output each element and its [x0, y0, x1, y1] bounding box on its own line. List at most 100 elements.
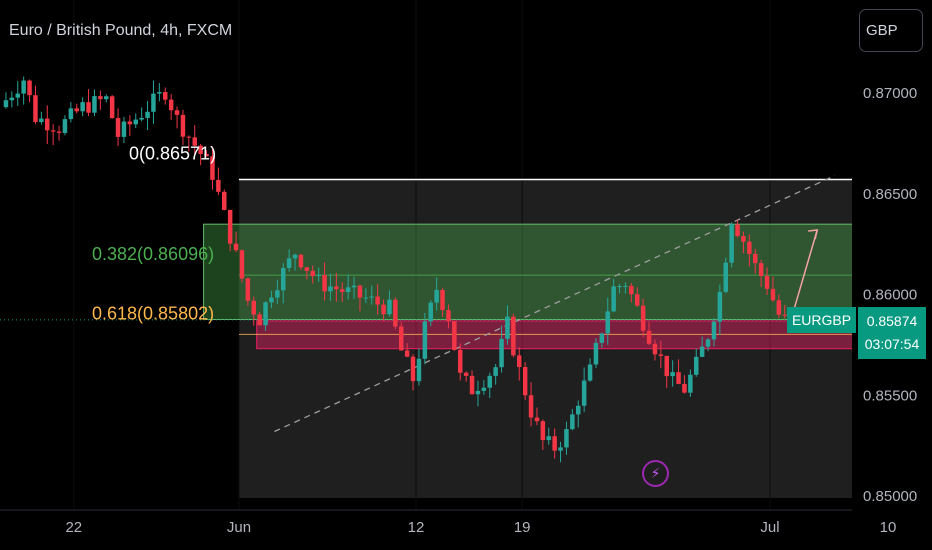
candle-body: [168, 99, 174, 111]
candle-body: [564, 429, 569, 448]
candle-body: [80, 102, 85, 112]
candle-body: [381, 304, 386, 315]
candle-body: [611, 286, 616, 312]
candle-body: [434, 289, 439, 303]
candle-body: [45, 118, 50, 131]
candle-body: [127, 121, 133, 125]
candle-body: [499, 338, 504, 368]
candle-body: [21, 80, 26, 94]
candle-body: [86, 102, 91, 113]
candle-body: [475, 390, 481, 395]
candle-body: [463, 372, 469, 376]
y-tick-label: 0.87000: [863, 85, 917, 102]
price-axis[interactable]: [852, 0, 932, 550]
candle-body: [664, 355, 669, 377]
x-tick-label: 12: [408, 519, 425, 536]
x-tick-label: 10: [880, 519, 897, 536]
candle-body: [741, 236, 746, 242]
candle-body: [121, 121, 127, 137]
candle-body: [399, 326, 404, 351]
candle-body: [776, 300, 782, 315]
x-tick-label: 19: [514, 519, 531, 536]
candle-body: [446, 310, 451, 322]
candle-body: [428, 302, 433, 322]
candle-body: [74, 108, 79, 112]
candle-body: [3, 100, 9, 108]
candle-body: [440, 289, 445, 311]
x-tick-label: Jul: [760, 519, 779, 536]
candle-body: [345, 287, 351, 292]
candle-body: [528, 395, 534, 418]
candle-body: [304, 267, 310, 271]
y-tick-label: 0.85000: [863, 488, 917, 505]
candle-body: [617, 286, 622, 288]
candle-body: [511, 316, 516, 356]
candle-body: [587, 364, 593, 381]
candle-body: [298, 254, 304, 268]
candle-body: [15, 93, 20, 98]
candle-body: [705, 339, 711, 347]
candle-body: [646, 330, 652, 344]
candle-body: [599, 333, 605, 343]
candle-body: [310, 270, 315, 276]
candle-body: [239, 250, 245, 279]
candle-body: [210, 156, 215, 180]
x-tick-label: 22: [65, 519, 82, 536]
candle-body: [670, 372, 675, 377]
candle-body: [98, 96, 103, 100]
candle-body: [328, 286, 333, 292]
candle-body: [581, 380, 587, 406]
candle-body: [180, 114, 186, 137]
candle-body: [186, 136, 192, 138]
candle-body: [717, 291, 723, 322]
candle-body: [198, 145, 203, 155]
y-tick-label: 0.85500: [863, 387, 917, 404]
candle-body: [723, 262, 728, 292]
time-axis[interactable]: [0, 511, 932, 550]
candle-body: [157, 92, 162, 94]
candle-body: [682, 383, 687, 393]
currency-button[interactable]: GBP: [859, 9, 923, 52]
candle-body: [517, 355, 522, 368]
candle-body: [369, 296, 374, 298]
arrow-head-icon: [808, 229, 819, 240]
candle-body: [281, 268, 286, 291]
candle-body: [652, 343, 658, 355]
candle-body: [316, 275, 321, 277]
candle-body: [39, 118, 44, 122]
fib-label-0: 0(0.86571): [129, 143, 216, 163]
lightning-icon[interactable]: ⚡: [642, 460, 669, 487]
candle-body: [558, 447, 563, 451]
candle-body: [605, 311, 610, 334]
candle-body: [151, 93, 156, 112]
last-price-tag: 0.85874 03:07:54: [858, 307, 926, 359]
candle-body: [640, 305, 646, 331]
candle-body: [50, 130, 56, 132]
candle-body: [735, 224, 740, 237]
candle-body: [576, 405, 581, 415]
projection-arrow[interactable]: [789, 229, 818, 321]
candle-body: [62, 119, 68, 133]
candle-body: [351, 285, 357, 288]
candle-body: [758, 263, 764, 276]
fib-label-2: 0.618(0.85802): [92, 303, 214, 323]
trend-line[interactable]: [274, 175, 836, 433]
candle-body: [658, 354, 664, 356]
candle-body: [393, 299, 398, 327]
range-background: [239, 179, 865, 499]
candle-body: [593, 342, 599, 365]
candle-body: [257, 314, 262, 326]
candle-body: [375, 296, 380, 305]
candle-body: [629, 285, 634, 295]
candle-body: [458, 349, 463, 373]
bar-countdown: 03:07:54: [864, 336, 920, 352]
candle-body: [410, 356, 416, 382]
candle-body: [753, 253, 758, 264]
candle-body: [192, 137, 197, 146]
candle-body: [747, 241, 752, 254]
symbol-tag: EURGBP: [787, 307, 856, 333]
candle-body: [322, 275, 327, 292]
candle-body: [481, 387, 487, 391]
